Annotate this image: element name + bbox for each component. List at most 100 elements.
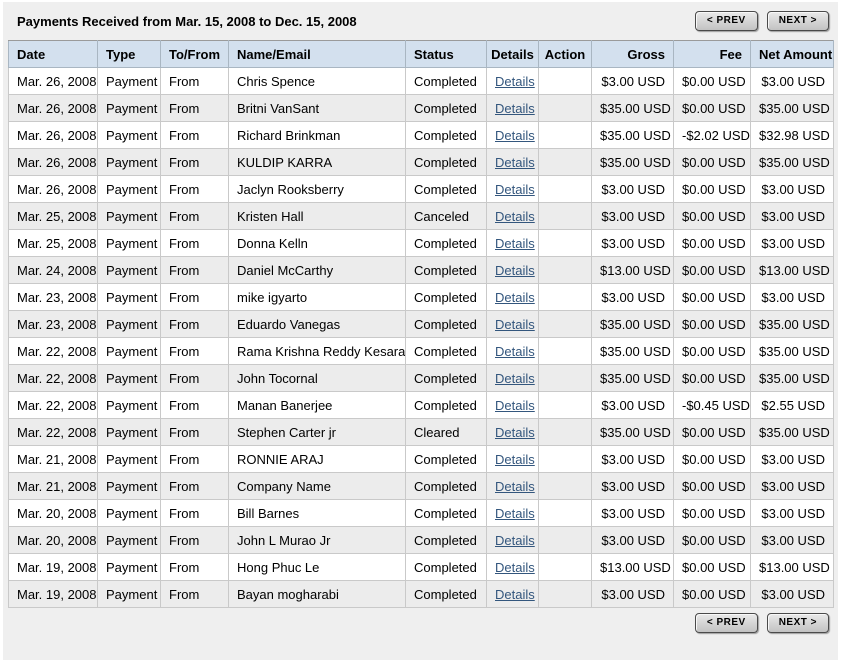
- fee-cell: $0.00 USD: [673, 418, 751, 446]
- details-link[interactable]: Details: [495, 181, 535, 197]
- action-cell: [538, 364, 592, 392]
- details-link[interactable]: Details: [495, 586, 535, 602]
- fee-cell: $0.00 USD: [673, 175, 751, 203]
- next-button-bottom[interactable]: NEXT >: [766, 613, 829, 633]
- action-cell: [538, 526, 592, 554]
- date-cell: Mar. 22, 2008: [8, 418, 98, 446]
- details-link[interactable]: Details: [495, 424, 535, 440]
- table-row: Mar. 25, 2008 Payment From Kristen Hall Canc…: [8, 202, 834, 230]
- details-cell: Details: [486, 310, 539, 338]
- details-link[interactable]: Details: [495, 343, 535, 359]
- column-header-tofrom: To/From: [160, 40, 229, 68]
- details-link[interactable]: Details: [495, 397, 535, 413]
- date-cell: Mar. 23, 2008: [8, 310, 98, 338]
- column-header-date: Date: [8, 40, 98, 68]
- details-link[interactable]: Details: [495, 262, 535, 278]
- table-row: Mar. 25, 2008 Payment From Donna Kelln Compl…: [8, 229, 834, 257]
- tofrom-cell: From: [160, 418, 229, 446]
- table-row: Mar. 22, 2008 Payment From Rama Krishna Red…: [8, 337, 834, 365]
- name-cell: Chris Spence: [228, 67, 406, 95]
- details-link[interactable]: Details: [495, 289, 535, 305]
- gross-cell: $3.00 USD: [591, 499, 674, 527]
- type-cell: Payment: [97, 283, 161, 311]
- name-cell: Daniel McCarthy: [228, 256, 406, 284]
- name-cell: Hong Phuc Le: [228, 553, 406, 581]
- gross-cell: $3.00 USD: [591, 202, 674, 230]
- action-cell: [538, 148, 592, 176]
- tofrom-cell: From: [160, 229, 229, 257]
- details-link[interactable]: Details: [495, 478, 535, 494]
- type-cell: Payment: [97, 94, 161, 122]
- tofrom-cell: From: [160, 310, 229, 338]
- details-link[interactable]: Details: [495, 127, 535, 143]
- details-cell: Details: [486, 175, 539, 203]
- name-cell: RONNIE ARAJ: [228, 445, 406, 473]
- type-cell: Payment: [97, 337, 161, 365]
- page-title: Payments Received from Mar. 15, 2008 to …: [17, 13, 357, 29]
- net-amount-cell: $3.00 USD: [750, 202, 834, 230]
- name-cell: Jaclyn Rooksberry: [228, 175, 406, 203]
- action-cell: [538, 67, 592, 95]
- details-cell: Details: [486, 391, 539, 419]
- table-row: Mar. 26, 2008 Payment From Britni VanSant Co…: [8, 94, 834, 122]
- column-header-details: Details: [486, 40, 539, 68]
- details-cell: Details: [486, 364, 539, 392]
- date-cell: Mar. 21, 2008: [8, 445, 98, 473]
- name-cell: Britni VanSant: [228, 94, 406, 122]
- date-cell: Mar. 26, 2008: [8, 67, 98, 95]
- action-cell: [538, 472, 592, 500]
- date-cell: Mar. 26, 2008: [8, 121, 98, 149]
- details-link[interactable]: Details: [495, 505, 535, 521]
- table-row: Mar. 19, 2008 Payment From Hong Phuc Le Comp…: [8, 553, 834, 581]
- status-cell: Completed: [405, 526, 487, 554]
- gross-cell: $3.00 USD: [591, 445, 674, 473]
- fee-cell: $0.00 USD: [673, 553, 751, 581]
- fee-cell: $0.00 USD: [673, 364, 751, 392]
- table-row: Mar. 22, 2008 Payment From John Tocornal Com…: [8, 364, 834, 392]
- payments-table-body: Mar. 26, 2008 Payment From Chris Spence Comp…: [8, 67, 834, 608]
- table-row: Mar. 22, 2008 Payment From Manan Banerjee Co…: [8, 391, 834, 419]
- fee-cell: $0.00 USD: [673, 445, 751, 473]
- next-button[interactable]: NEXT >: [766, 11, 829, 31]
- details-link[interactable]: Details: [495, 370, 535, 386]
- table-row: Mar. 26, 2008 Payment From Jaclyn Rooksberr…: [8, 175, 834, 203]
- table-row: Mar. 22, 2008 Payment From Stephen Carter j…: [8, 418, 834, 446]
- details-link[interactable]: Details: [495, 559, 535, 575]
- details-link[interactable]: Details: [495, 73, 535, 89]
- details-link[interactable]: Details: [495, 451, 535, 467]
- details-link[interactable]: Details: [495, 208, 535, 224]
- type-cell: Payment: [97, 310, 161, 338]
- date-cell: Mar. 22, 2008: [8, 337, 98, 365]
- details-cell: Details: [486, 229, 539, 257]
- status-cell: Completed: [405, 364, 487, 392]
- column-header-status: Status: [405, 40, 487, 68]
- date-cell: Mar. 20, 2008: [8, 499, 98, 527]
- details-cell: Details: [486, 94, 539, 122]
- details-link[interactable]: Details: [495, 532, 535, 548]
- bottom-bar: < PREV NEXT >: [3, 608, 838, 633]
- name-cell: John L Murao Jr: [228, 526, 406, 554]
- name-cell: KULDIP KARRA: [228, 148, 406, 176]
- type-cell: Payment: [97, 67, 161, 95]
- column-header-name: Name/Email: [228, 40, 406, 68]
- net-amount-cell: $3.00 USD: [750, 526, 834, 554]
- details-link[interactable]: Details: [495, 235, 535, 251]
- details-link[interactable]: Details: [495, 316, 535, 332]
- details-link[interactable]: Details: [495, 154, 535, 170]
- name-cell: Richard Brinkman: [228, 121, 406, 149]
- action-cell: [538, 94, 592, 122]
- fee-cell: $0.00 USD: [673, 499, 751, 527]
- table-row: Mar. 26, 2008 Payment From Richard Brinkman…: [8, 121, 834, 149]
- type-cell: Payment: [97, 445, 161, 473]
- type-cell: Payment: [97, 499, 161, 527]
- payments-table: Date Type To/From Name/Email Status Deta…: [8, 40, 834, 608]
- type-cell: Payment: [97, 229, 161, 257]
- prev-button[interactable]: < PREV: [694, 11, 758, 31]
- prev-button-bottom[interactable]: < PREV: [694, 613, 758, 633]
- name-cell: Kristen Hall: [228, 202, 406, 230]
- details-link[interactable]: Details: [495, 100, 535, 116]
- column-header-net: Net Amount: [750, 40, 834, 68]
- status-cell: Completed: [405, 391, 487, 419]
- type-cell: Payment: [97, 553, 161, 581]
- name-cell: Eduardo Vanegas: [228, 310, 406, 338]
